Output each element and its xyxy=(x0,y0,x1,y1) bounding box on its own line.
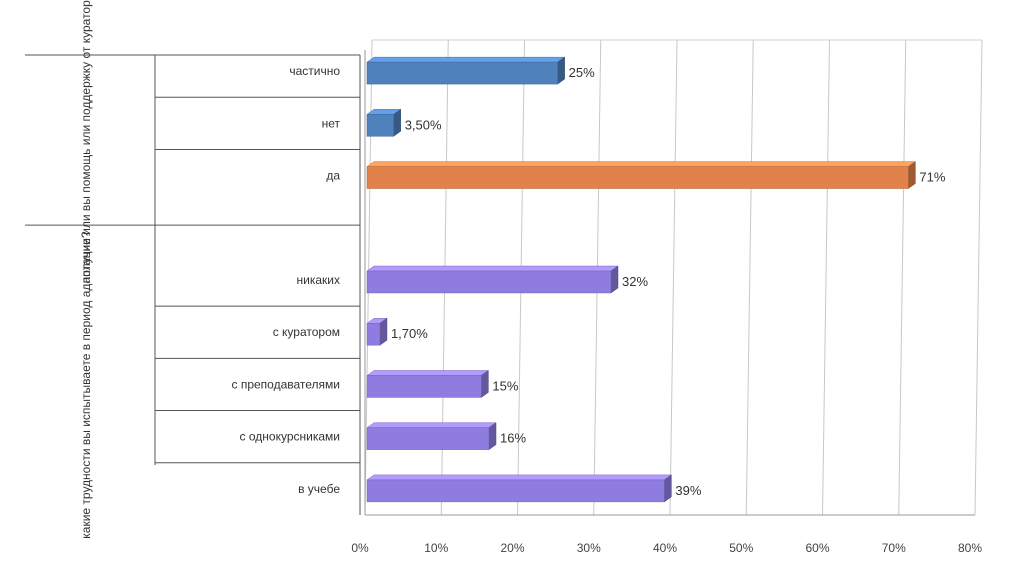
category-label: никаких xyxy=(297,273,340,287)
bar xyxy=(367,266,618,293)
bar xyxy=(367,162,915,189)
gridline xyxy=(975,40,982,515)
bar xyxy=(367,318,387,345)
x-tick-label: 10% xyxy=(424,541,448,555)
bar-top-face xyxy=(367,162,915,167)
group-label: какие трудности вы испытываете в период … xyxy=(79,231,93,539)
gridline xyxy=(670,40,677,515)
bar-front-face xyxy=(367,428,489,450)
bar-front-face xyxy=(367,167,908,189)
bar-side-face xyxy=(908,162,915,189)
bar-front-face xyxy=(367,271,611,293)
x-tick-label: 0% xyxy=(351,541,369,555)
bar xyxy=(367,109,401,136)
bar-side-face xyxy=(481,370,488,397)
bar xyxy=(367,475,671,502)
bar-side-face xyxy=(611,266,618,293)
x-tick-label: 40% xyxy=(653,541,677,555)
category-label: с преподавателями xyxy=(231,377,340,391)
bar-top-face xyxy=(367,475,671,480)
data-label: 39% xyxy=(675,483,701,498)
gridline xyxy=(899,40,906,515)
x-tick-label: 80% xyxy=(958,541,982,555)
data-label: 1,70% xyxy=(391,326,428,341)
x-tick-label: 60% xyxy=(805,541,829,555)
gridline xyxy=(746,40,753,515)
bar-side-face xyxy=(558,57,565,84)
bar-side-face xyxy=(664,475,671,502)
bar-top-face xyxy=(367,370,488,375)
bar-side-face xyxy=(489,423,496,450)
category-label: с куратором xyxy=(273,325,340,339)
bar xyxy=(367,423,496,450)
data-label: 3,50% xyxy=(405,117,442,132)
x-tick-label: 70% xyxy=(882,541,906,555)
x-tick-label: 30% xyxy=(577,541,601,555)
bar-top-face xyxy=(367,423,496,428)
data-label: 25% xyxy=(569,65,595,80)
x-tick-label: 20% xyxy=(500,541,524,555)
gridline xyxy=(823,40,830,515)
bar xyxy=(367,57,565,84)
bar xyxy=(367,370,488,397)
bar-side-face xyxy=(380,318,387,345)
x-tick-label: 50% xyxy=(729,541,753,555)
bar-side-face xyxy=(394,109,401,136)
category-label: нет xyxy=(322,116,341,130)
bar-front-face xyxy=(367,114,394,136)
category-label: в учебе xyxy=(298,482,340,496)
category-label: с однокурсниками xyxy=(240,430,340,444)
bar-top-face xyxy=(367,57,565,62)
bar-front-face xyxy=(367,375,481,397)
data-label: 32% xyxy=(622,274,648,289)
bar-front-face xyxy=(367,323,380,345)
data-label: 15% xyxy=(492,378,518,393)
category-label: частично xyxy=(289,64,340,78)
data-label: 71% xyxy=(919,170,945,185)
category-label: да xyxy=(326,169,340,183)
data-label: 16% xyxy=(500,431,526,446)
bar-top-face xyxy=(367,266,618,271)
bar-front-face xyxy=(367,62,558,84)
bar-front-face xyxy=(367,480,664,502)
